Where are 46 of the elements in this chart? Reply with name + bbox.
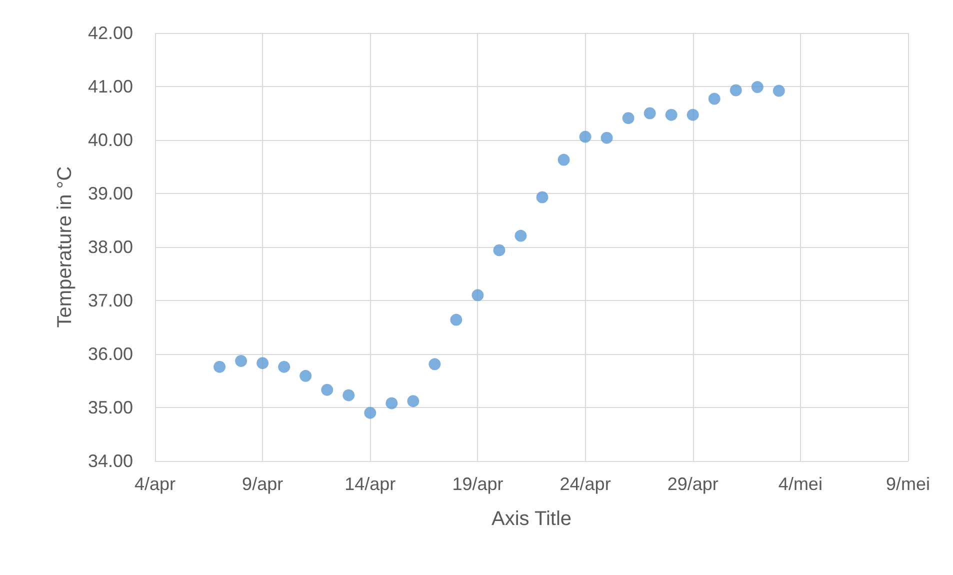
- point: [708, 92, 720, 105]
- point: [342, 389, 355, 402]
- point: [450, 314, 462, 326]
- point: [364, 406, 376, 419]
- x-tick-label: 24/apr: [560, 474, 611, 494]
- point: [644, 107, 656, 120]
- x-tick-label: 9/mei: [886, 474, 930, 494]
- x-tick-label: 14/apr: [344, 474, 396, 494]
- point: [278, 360, 290, 373]
- x-axis-title: Axis Title: [491, 508, 572, 530]
- y-tick-label: 39.00: [88, 184, 133, 204]
- y-tick-label: 41.00: [88, 76, 133, 96]
- point: [600, 132, 613, 144]
- point: [514, 230, 527, 242]
- y-axis-title: Temperature in °C: [54, 166, 76, 328]
- point: [214, 360, 226, 373]
- point: [407, 395, 420, 408]
- point: [428, 358, 441, 370]
- point: [686, 108, 699, 121]
- y-tick-label: 35.00: [88, 398, 133, 418]
- y-tick-label: 38.00: [88, 237, 133, 257]
- point: [300, 370, 312, 382]
- x-tick-label: 19/apr: [452, 474, 504, 494]
- y-tick-label: 36.00: [88, 344, 133, 364]
- point: [386, 397, 398, 410]
- point: [235, 354, 248, 367]
- x-tick-label: 4/mei: [778, 474, 822, 494]
- point: [730, 84, 742, 96]
- point: [256, 357, 269, 370]
- point: [472, 289, 484, 302]
- y-tick-label: 37.00: [88, 290, 133, 310]
- point: [558, 154, 570, 166]
- point: [751, 81, 764, 94]
- point: [665, 108, 678, 121]
- y-tick-label: 40.00: [88, 130, 133, 150]
- x-tick-label: 29/apr: [667, 474, 718, 494]
- point: [772, 84, 785, 97]
- point: [493, 244, 506, 256]
- x-tick-label: 4/apr: [134, 474, 176, 494]
- point: [536, 191, 548, 204]
- x-tick-label: 9/apr: [242, 474, 284, 494]
- point: [321, 384, 334, 396]
- point: [622, 112, 634, 124]
- point: [579, 130, 592, 143]
- y-tick-label: 34.00: [88, 451, 133, 471]
- y-tick-label: 42.00: [88, 23, 133, 43]
